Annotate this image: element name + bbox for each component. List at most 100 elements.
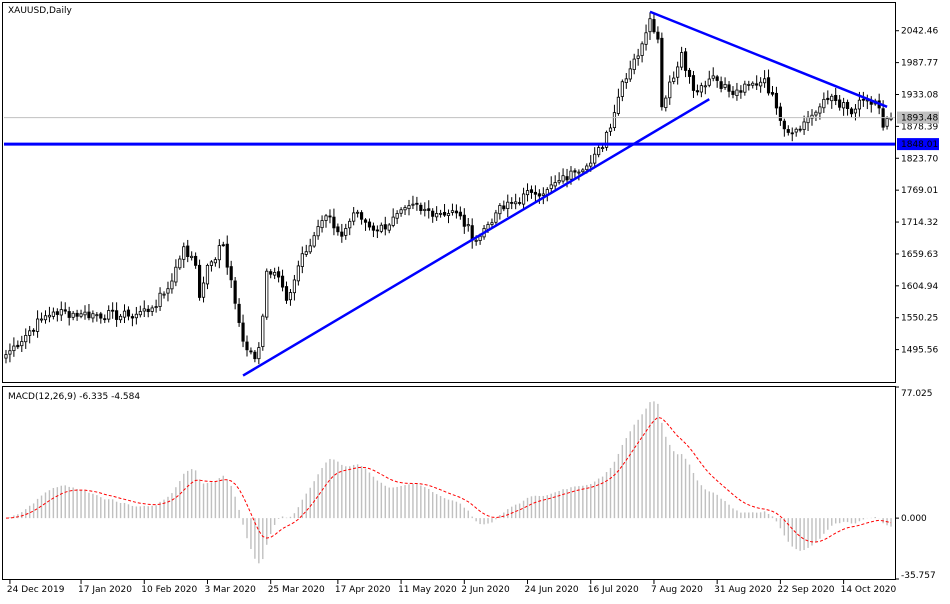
support-label-box [897, 138, 939, 151]
candle-body [178, 258, 182, 269]
candle-body [336, 226, 340, 233]
candle-body [885, 118, 889, 127]
candle-body [261, 315, 265, 347]
candle [363, 218, 368, 231]
candle-body [683, 51, 688, 71]
candle-body [423, 208, 427, 211]
candle-body [134, 313, 138, 319]
candle-body [35, 318, 40, 332]
candle [450, 203, 455, 216]
time-tick-label: 3 Mar 2020 [204, 585, 256, 595]
time-tick-label: 24 Dec 2019 [7, 585, 65, 595]
trendline[interactable] [649, 10, 888, 108]
candle-body [43, 315, 48, 321]
candle [427, 200, 431, 219]
candle [664, 95, 668, 112]
candle [660, 32, 664, 111]
candle [533, 185, 538, 203]
candle-body [273, 271, 277, 276]
candle [707, 70, 711, 88]
candle-body [63, 309, 67, 312]
candle-body [727, 84, 731, 92]
candle [687, 67, 692, 84]
candle [842, 97, 846, 116]
candle-body [565, 176, 569, 181]
candle-body [371, 225, 376, 231]
candle-body [510, 202, 514, 204]
candle [241, 314, 245, 348]
candle [320, 215, 324, 233]
candle-body [553, 182, 557, 187]
candle [111, 302, 115, 319]
candle-body [853, 108, 858, 114]
candle [403, 205, 407, 216]
current-price-label: 1893.48 [901, 114, 938, 124]
candle-body [786, 129, 790, 133]
candle-body [391, 216, 395, 226]
candle [644, 24, 648, 51]
candle [494, 209, 498, 225]
candle [142, 300, 146, 318]
candle [727, 81, 731, 98]
candle-body [233, 280, 237, 304]
candle-body [138, 311, 142, 316]
candle [213, 257, 217, 267]
candle [273, 267, 277, 280]
support-label: 1848.01 [901, 140, 938, 150]
candle-body [624, 78, 628, 84]
candle [75, 309, 79, 321]
candle-body [245, 341, 249, 351]
candle-body [628, 68, 632, 80]
candle [126, 306, 131, 321]
candle [723, 77, 727, 90]
candle-body [537, 193, 541, 197]
candle-body [75, 312, 79, 317]
candle-body [32, 329, 36, 332]
candle-body [778, 106, 782, 121]
candle-body [265, 270, 269, 318]
candle [861, 91, 865, 107]
candle [12, 337, 16, 357]
candle [265, 268, 269, 320]
candle-body [514, 201, 518, 205]
candle [245, 335, 249, 357]
candle-body [83, 311, 87, 316]
candle-body [715, 76, 719, 81]
candle-body [407, 205, 411, 210]
candle-body [458, 211, 462, 217]
candle-body [695, 90, 700, 93]
candle-body [190, 255, 194, 259]
candle [699, 82, 703, 98]
candle-body [577, 171, 581, 174]
candle-body [166, 288, 170, 294]
candle-body [328, 215, 332, 218]
candle [652, 12, 656, 34]
candle-body [498, 205, 502, 215]
price-axis: 2042.46 1987.77 1933.08 1878.39 1823.70 1769.… [895, 27, 939, 356]
candle [521, 187, 526, 211]
candle [442, 203, 447, 217]
candle-body [280, 275, 285, 288]
candle [162, 291, 166, 299]
candle-body [676, 66, 680, 78]
candle [549, 176, 553, 193]
candle [502, 200, 506, 212]
candle [672, 71, 676, 85]
candle [356, 209, 360, 218]
candle [367, 218, 372, 231]
time-tick-label: 16 Jul 2020 [588, 585, 639, 595]
candle [237, 298, 241, 327]
candle [691, 70, 696, 98]
candle [35, 310, 40, 338]
candle-body [363, 219, 368, 223]
candle-body [656, 31, 660, 40]
candle-body [632, 58, 636, 71]
candle [782, 118, 786, 137]
candle [257, 342, 261, 365]
candle [711, 67, 715, 82]
candle [134, 306, 138, 325]
candle [174, 259, 178, 287]
trendline[interactable] [242, 98, 710, 377]
candle-body [111, 309, 115, 312]
candle-body [103, 318, 107, 321]
